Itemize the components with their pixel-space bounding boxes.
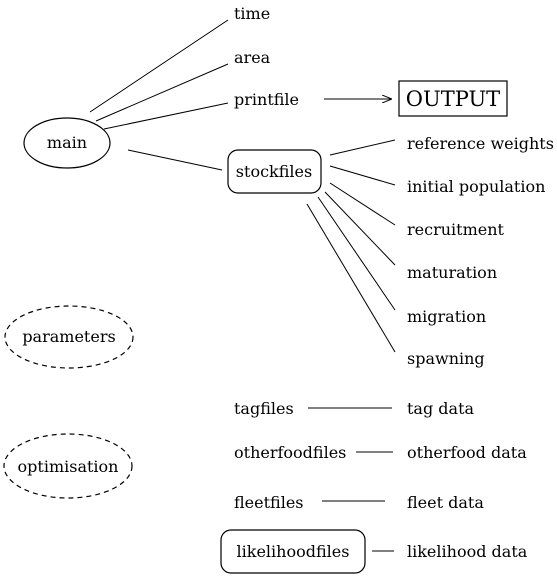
likelihoodfiles-box — [220, 529, 366, 574]
connector-main-stockfiles — [127, 149, 223, 171]
tag-data-label: tag data — [407, 399, 475, 418]
stock-child-recruitment: recruitment — [407, 220, 505, 239]
optimisation-node — [3, 433, 133, 499]
time-label: time — [234, 4, 270, 23]
otherfood-data-label: otherfood data — [407, 443, 527, 462]
optimisation-label: optimisation — [18, 457, 119, 476]
likelihoodfiles-label: likelihoodfiles — [237, 542, 350, 561]
connector-main-area — [95, 63, 229, 122]
output-label: OUTPUT — [406, 87, 500, 111]
stockfiles-box — [227, 149, 322, 194]
otherfoodfiles-label: otherfoodfiles — [234, 443, 346, 462]
area-label: area — [234, 48, 271, 67]
stock-child-spawning: spawning — [407, 349, 485, 368]
printfile-label: printfile — [234, 90, 299, 109]
likelihood-data-label: likelihood data — [407, 542, 528, 561]
fleetfiles-label: fleetfiles — [234, 493, 304, 512]
stock-child-maturation: maturation — [407, 263, 497, 282]
stockfiles-label: stockfiles — [236, 162, 312, 181]
stock-child-reference-weights: reference weights — [407, 134, 554, 153]
stock-child-migration: migration — [407, 307, 486, 326]
connector-stock-spawning — [306, 203, 396, 353]
stock-child-initial-population: initial population — [407, 177, 545, 196]
main-label: main — [47, 133, 87, 152]
connector-stock-reference-weights — [329, 139, 396, 156]
connector-stock-maturation — [324, 191, 396, 266]
output-box — [398, 80, 508, 117]
connector-stock-migration — [317, 196, 396, 311]
tagfiles-label: tagfiles — [234, 399, 294, 418]
parameters-label: parameters — [22, 327, 115, 346]
parameters-node — [4, 305, 134, 369]
connector-stock-initial-population — [329, 165, 396, 186]
main-node — [23, 117, 111, 169]
fleet-data-label: fleet data — [407, 493, 484, 512]
connector-main-time — [89, 19, 229, 113]
connector-main-printfile — [103, 102, 229, 130]
connector-stock-recruitment — [329, 182, 396, 226]
